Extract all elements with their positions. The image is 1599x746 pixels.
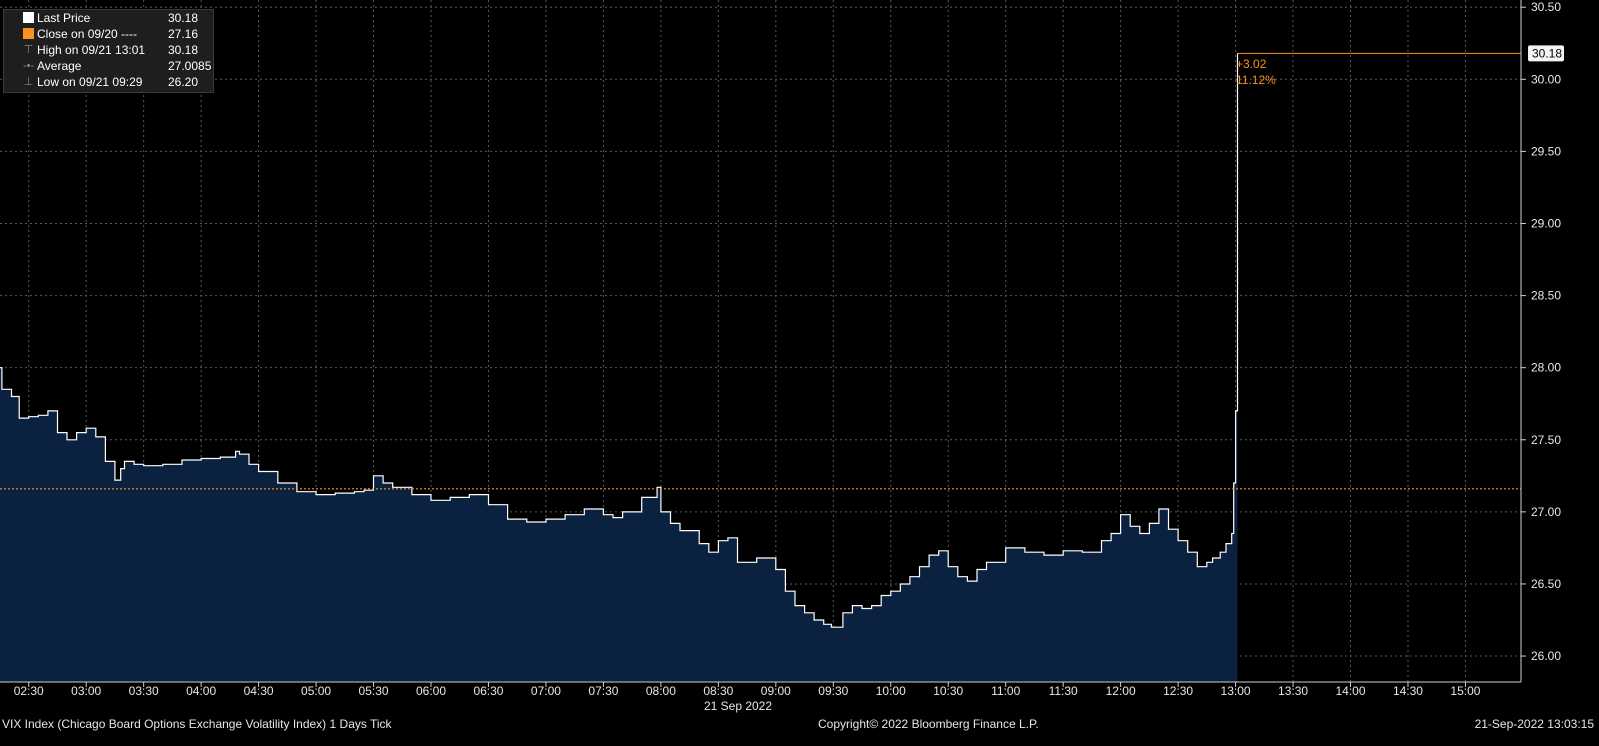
footer-timestamp: 21-Sep-2022 13:03:15 xyxy=(1474,717,1594,731)
footer-copyright: Copyright© 2022 Bloomberg Finance L.P. xyxy=(818,717,1039,731)
y-tick-label: 29.50 xyxy=(1531,144,1561,158)
x-tick-label: 07:00 xyxy=(531,684,561,698)
x-tick-label: 05:30 xyxy=(359,684,389,698)
x-tick-label: 15:00 xyxy=(1450,684,1480,698)
low-marker-icon: ⊥ xyxy=(23,76,34,88)
x-tick-label: 03:30 xyxy=(129,684,159,698)
x-tick-label: 10:30 xyxy=(933,684,963,698)
legend-value: 27.0085 xyxy=(168,59,212,73)
y-tick-label: 30.50 xyxy=(1531,0,1561,14)
x-tick-label: 11:30 xyxy=(1049,684,1078,698)
legend-item-low: ⊥ Low on 09/21 09:29 26.20 xyxy=(4,74,213,90)
footer-security-description: VIX Index (Chicago Board Options Exchang… xyxy=(2,717,392,731)
legend-item-high: ⊤ High on 09/21 13:01 30.18 xyxy=(4,42,213,58)
y-tick-label: 28.00 xyxy=(1531,361,1561,375)
change-pct-annotation: 11.12% xyxy=(1236,73,1276,87)
orange-square-icon xyxy=(23,28,34,39)
x-tick-label: 04:00 xyxy=(186,684,216,698)
x-tick-label: 05:00 xyxy=(301,684,331,698)
legend-value: 27.16 xyxy=(168,27,199,41)
white-square-icon xyxy=(23,12,34,23)
x-tick-label: 10:00 xyxy=(876,684,906,698)
y-tick-label: 30.00 xyxy=(1531,72,1561,86)
y-tick-label: 27.00 xyxy=(1531,505,1561,519)
legend-item-last-price: Last Price 30.18 xyxy=(4,10,213,26)
x-tick-label: 08:00 xyxy=(646,684,676,698)
y-tick-label: 26.50 xyxy=(1531,577,1561,591)
change-abs-annotation: +3.02 xyxy=(1236,57,1267,71)
x-tick-label: 13:30 xyxy=(1278,684,1308,698)
legend-item-average: -•- Average 27.0085 xyxy=(4,58,213,74)
last-price-line xyxy=(0,53,1239,628)
x-tick-label: 06:00 xyxy=(416,684,446,698)
price-area-fill xyxy=(0,53,1238,683)
grid-lines xyxy=(0,0,1521,682)
legend-label: Last Price xyxy=(37,11,91,25)
x-tick-label: 07:30 xyxy=(588,684,618,698)
y-tick-label: 28.50 xyxy=(1531,289,1561,303)
x-tick-label: 14:00 xyxy=(1335,684,1365,698)
last-price-tag-box xyxy=(1528,45,1564,62)
legend-value: 30.18 xyxy=(168,43,199,57)
x-tick-label: 06:30 xyxy=(473,684,503,698)
high-marker-icon: ⊤ xyxy=(23,44,34,56)
legend-label: Average xyxy=(37,59,82,73)
x-tick-label: 11:00 xyxy=(991,684,1020,698)
legend-label: High on 09/21 13:01 xyxy=(37,43,146,57)
x-tick-label: 09:00 xyxy=(761,684,791,698)
legend-value: 26.20 xyxy=(168,75,199,89)
average-marker-icon: -•- xyxy=(23,60,35,72)
legend-item-close: Close on 09/20 ---- 27.16 xyxy=(4,26,213,42)
x-axis-ticks: 02:30 03:00 03:30 04:00 04:30 05:00 05:30 06:00… xyxy=(14,682,1481,698)
y-axis-ticks: 26.00 26.50 27.00 27.50 28.00 28.50 29.00 29.50… xyxy=(1521,0,1561,663)
y-tick-label: 26.00 xyxy=(1531,649,1561,663)
x-tick-label: 09:30 xyxy=(818,684,848,698)
legend-label: Low on 09/21 09:29 xyxy=(37,75,143,89)
chart-legend: Last Price 30.18 Close on 09/20 ---- 27.… xyxy=(3,9,214,93)
last-price-tag-text: 30.18 xyxy=(1532,46,1562,60)
legend-value: 30.18 xyxy=(168,11,199,25)
legend-label: Close on 09/20 ---- xyxy=(37,27,138,41)
y-tick-label: 29.00 xyxy=(1531,216,1561,230)
last-price-tag: 30.18 xyxy=(1528,45,1564,62)
x-axis-date-label: 21 Sep 2022 xyxy=(704,699,772,713)
x-tick-label: 08:30 xyxy=(703,684,733,698)
x-tick-label: 12:30 xyxy=(1163,684,1193,698)
x-tick-label: 02:30 xyxy=(14,684,44,698)
x-tick-label: 14:30 xyxy=(1393,684,1423,698)
x-tick-label: 13:00 xyxy=(1221,684,1251,698)
x-tick-label: 03:00 xyxy=(71,684,101,698)
x-tick-label: 12:00 xyxy=(1106,684,1136,698)
x-tick-label: 04:30 xyxy=(244,684,274,698)
y-tick-label: 27.50 xyxy=(1531,433,1561,447)
